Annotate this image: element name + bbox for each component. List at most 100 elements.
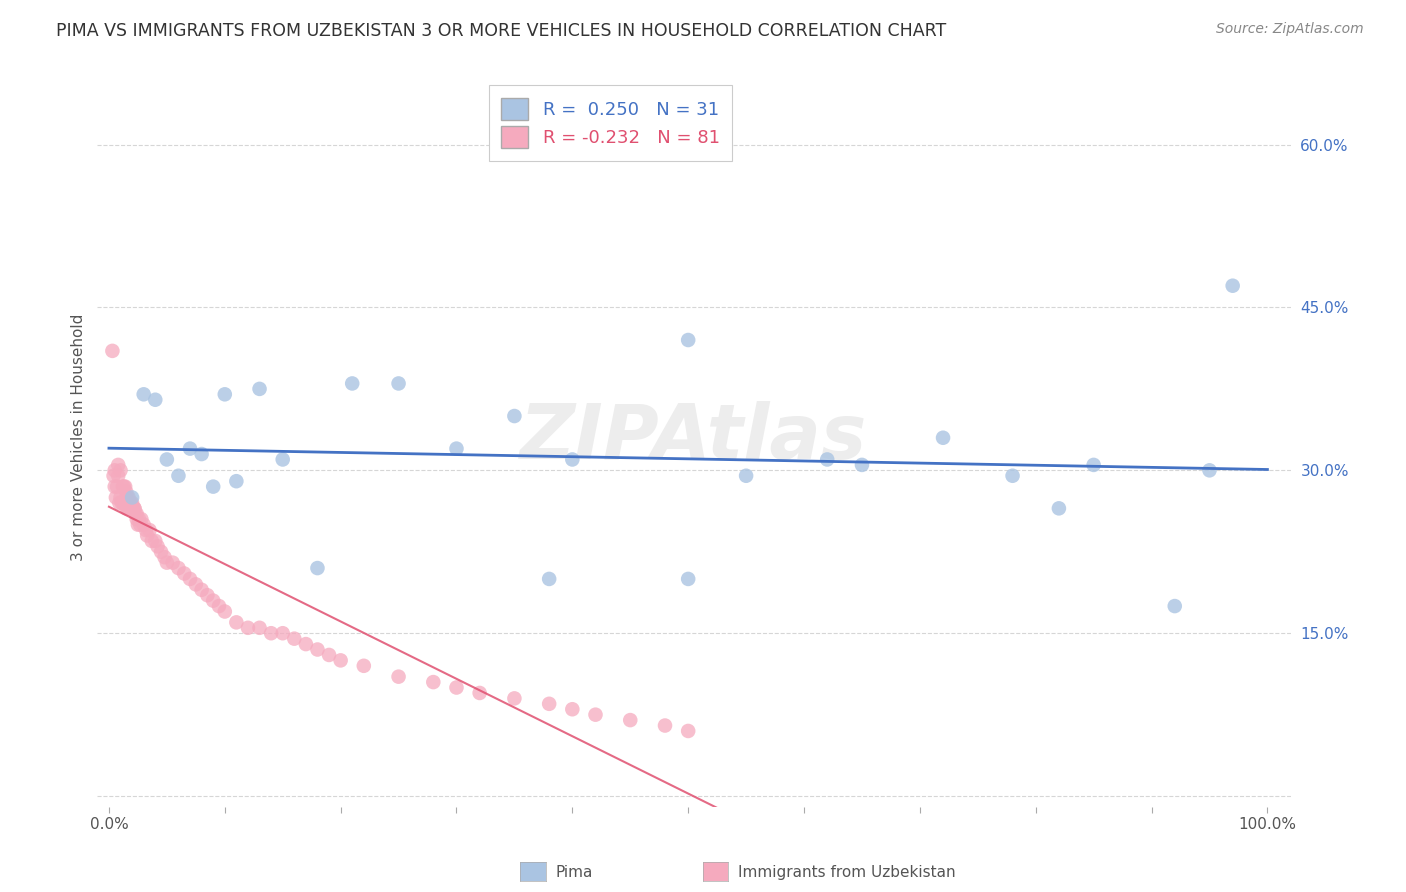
Point (143, 392, 166, 407)
Text: PIMA VS IMMIGRANTS FROM UZBEKISTAN 3 OR MORE VEHICLES IN HOUSEHOLD CORRELATION C: PIMA VS IMMIGRANTS FROM UZBEKISTAN 3 OR … (56, 22, 946, 40)
Point (932, 431, 955, 445)
Point (121, 501, 143, 516)
Point (225, 474, 247, 488)
Point (387, 670, 409, 684)
Point (122, 501, 145, 516)
Legend: R =  0.250   N = 31, R = -0.232   N = 81: R = 0.250 N = 31, R = -0.232 N = 81 (488, 85, 733, 161)
Point (141, 533, 163, 548)
Point (143, 533, 166, 548)
Point (167, 561, 190, 575)
Point (127, 517, 149, 532)
Text: Pima: Pima (555, 865, 593, 880)
Point (117, 501, 139, 516)
Point (153, 550, 176, 565)
Point (202, 593, 225, 607)
Point (110, 463, 132, 477)
Point (214, 605, 236, 619)
Point (1222, 278, 1244, 293)
Point (197, 588, 219, 602)
Point (173, 566, 195, 581)
Point (179, 442, 201, 456)
Point (112, 480, 135, 494)
Point (236, 621, 259, 635)
Point (503, 409, 526, 423)
Point (167, 468, 190, 483)
Point (125, 512, 148, 526)
Point (111, 496, 134, 510)
Y-axis label: 3 or more Vehicles in Household: 3 or more Vehicles in Household (72, 314, 86, 561)
Point (107, 458, 129, 472)
Point (146, 539, 169, 553)
Point (676, 723, 699, 738)
Point (225, 615, 247, 630)
Point (111, 496, 134, 510)
Point (214, 387, 236, 401)
Point (104, 491, 127, 505)
Point (585, 707, 607, 722)
Point (353, 658, 375, 673)
Point (162, 556, 184, 570)
Point (1083, 458, 1105, 472)
Text: Immigrants from Uzbekistan: Immigrants from Uzbekistan (738, 865, 956, 880)
Point (271, 626, 294, 640)
Point (295, 637, 318, 651)
Point (132, 387, 155, 401)
Point (118, 496, 141, 510)
Point (124, 501, 146, 516)
Point (115, 501, 138, 516)
Point (132, 517, 155, 532)
Point (121, 496, 143, 510)
Point (307, 642, 329, 657)
Point (260, 626, 283, 640)
Point (468, 686, 491, 700)
Point (156, 452, 179, 467)
Point (120, 501, 142, 516)
Point (156, 556, 179, 570)
Point (1001, 468, 1024, 483)
Point (190, 447, 212, 461)
Point (307, 561, 329, 575)
Point (654, 718, 676, 732)
Point (190, 582, 212, 597)
Point (117, 501, 139, 516)
Point (318, 648, 340, 662)
Point (271, 452, 294, 467)
Point (105, 480, 128, 494)
Point (735, 468, 758, 483)
Point (538, 572, 561, 586)
Point (342, 376, 364, 391)
Point (125, 507, 148, 521)
Point (538, 697, 561, 711)
Point (815, 452, 838, 467)
Point (131, 512, 153, 526)
Point (184, 577, 207, 591)
Point (129, 517, 152, 532)
Point (561, 702, 583, 716)
Point (249, 621, 271, 635)
Text: Source: ZipAtlas.com: Source: ZipAtlas.com (1216, 22, 1364, 37)
Point (1164, 599, 1187, 613)
Point (150, 545, 173, 559)
Point (107, 468, 129, 483)
Point (851, 458, 873, 472)
Point (619, 713, 641, 727)
Point (202, 480, 225, 494)
Point (124, 501, 146, 516)
Point (136, 528, 159, 542)
Point (115, 485, 138, 500)
Point (128, 512, 150, 526)
Text: ZIPAtlas: ZIPAtlas (520, 401, 868, 475)
Point (446, 442, 468, 456)
Point (124, 507, 146, 521)
Point (117, 491, 139, 505)
Point (329, 653, 352, 667)
Point (249, 382, 271, 396)
Point (1198, 463, 1220, 477)
Point (676, 572, 699, 586)
Point (118, 501, 141, 516)
Point (112, 496, 135, 510)
Point (446, 681, 468, 695)
Point (1047, 501, 1070, 516)
Point (103, 468, 125, 483)
Point (387, 376, 409, 391)
